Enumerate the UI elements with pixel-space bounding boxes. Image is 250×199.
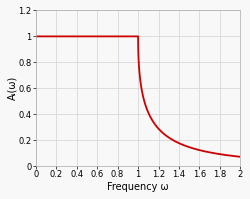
Y-axis label: Aᵢ(ω): Aᵢ(ω) (7, 76, 17, 100)
X-axis label: Frequency ω: Frequency ω (107, 182, 169, 192)
